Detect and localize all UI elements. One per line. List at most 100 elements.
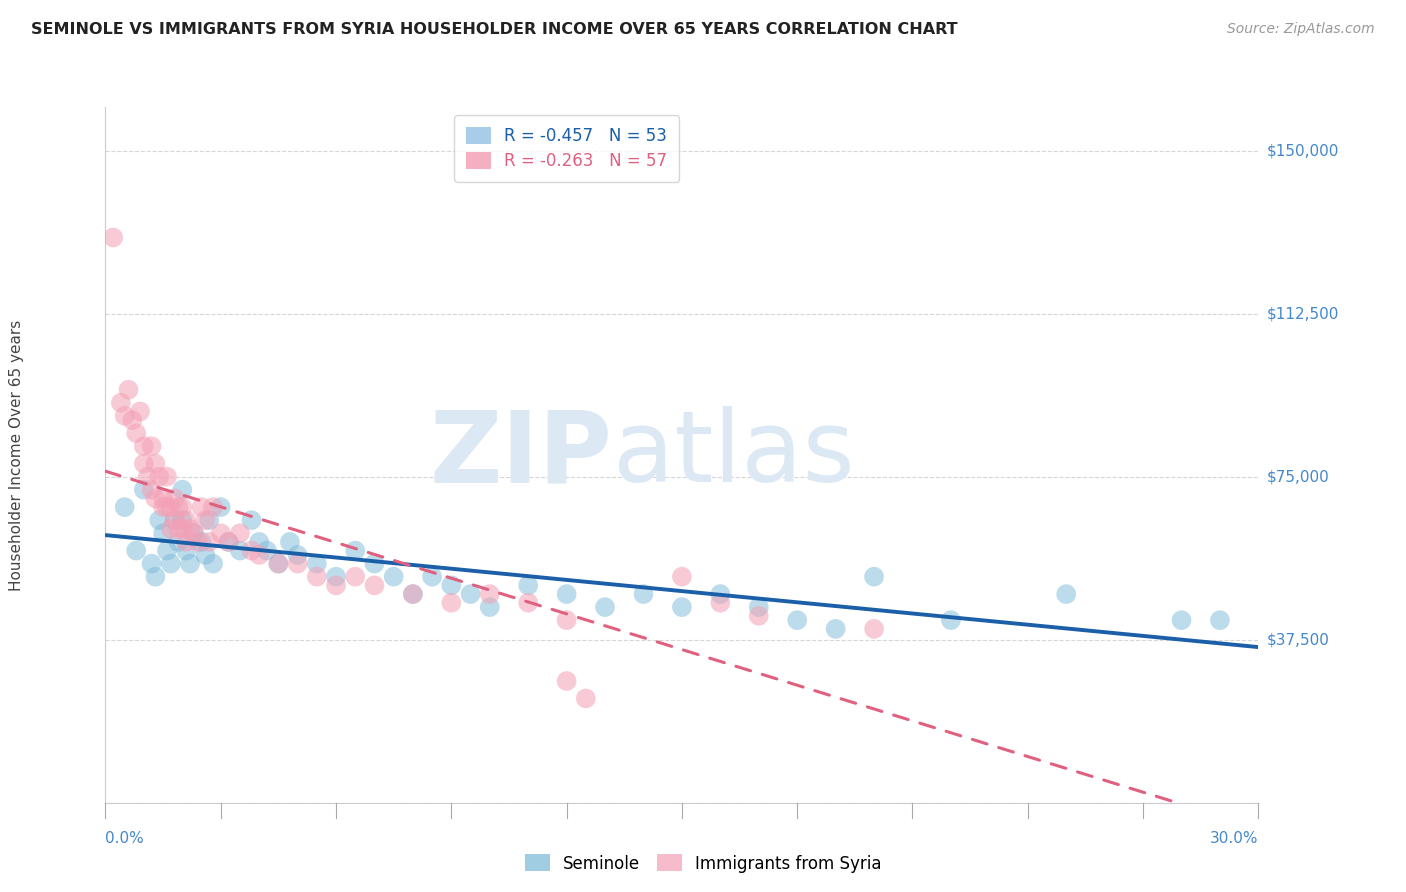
Legend: Seminole, Immigrants from Syria: Seminole, Immigrants from Syria: [517, 847, 889, 880]
Point: [305, 557, 328, 571]
Point: [217, 535, 239, 549]
Point: [517, 596, 540, 610]
Point: [174, 535, 197, 549]
Text: $150,000: $150,000: [1267, 143, 1339, 158]
Text: SEMINOLE VS IMMIGRANTS FROM SYRIA HOUSEHOLDER INCOME OVER 65 YEARS CORRELATION C: SEMINOLE VS IMMIGRANTS FROM SYRIA HOUSEH…: [31, 22, 957, 37]
Point: [125, 426, 148, 441]
Point: [709, 596, 731, 610]
Point: [145, 457, 167, 471]
Point: [402, 587, 425, 601]
Point: [172, 500, 194, 514]
Point: [325, 578, 347, 592]
Point: [363, 557, 385, 571]
Point: [786, 613, 808, 627]
Point: [863, 570, 886, 584]
Point: [167, 535, 190, 549]
Point: [163, 491, 186, 506]
Point: [198, 513, 221, 527]
Point: [194, 513, 217, 527]
Point: [179, 557, 201, 571]
Point: [267, 557, 290, 571]
Text: $37,500: $37,500: [1267, 632, 1330, 648]
Point: [202, 557, 225, 571]
Point: [141, 483, 163, 497]
Point: [440, 596, 463, 610]
Point: [110, 396, 132, 410]
Point: [156, 469, 179, 483]
Point: [159, 522, 181, 536]
Point: [167, 522, 190, 536]
Point: [183, 526, 205, 541]
Point: [187, 535, 209, 549]
Point: [229, 543, 252, 558]
Point: [152, 526, 174, 541]
Point: [863, 622, 886, 636]
Point: [287, 557, 309, 571]
Point: [1170, 613, 1192, 627]
Point: [163, 513, 186, 527]
Point: [132, 457, 155, 471]
Text: $112,500: $112,500: [1267, 306, 1339, 321]
Text: 30.0%: 30.0%: [1211, 831, 1258, 847]
Point: [190, 535, 212, 549]
Text: ZIP: ZIP: [430, 407, 613, 503]
Point: [114, 409, 136, 423]
Point: [555, 674, 578, 689]
Point: [402, 587, 425, 601]
Point: [287, 548, 309, 562]
Legend: R = -0.457   N = 53, R = -0.263   N = 57: R = -0.457 N = 53, R = -0.263 N = 57: [454, 115, 679, 182]
Text: Source: ZipAtlas.com: Source: ZipAtlas.com: [1227, 22, 1375, 37]
Point: [101, 230, 124, 244]
Point: [517, 578, 540, 592]
Point: [575, 691, 598, 706]
Text: 0.0%: 0.0%: [105, 831, 145, 847]
Point: [152, 491, 174, 506]
Point: [363, 578, 385, 592]
Point: [278, 535, 301, 549]
Point: [121, 413, 143, 427]
Point: [183, 526, 205, 541]
Point: [267, 557, 290, 571]
Point: [709, 587, 731, 601]
Point: [593, 600, 616, 615]
Point: [141, 439, 163, 453]
Point: [440, 578, 463, 592]
Point: [420, 570, 443, 584]
Point: [141, 557, 163, 571]
Point: [132, 483, 155, 497]
Point: [748, 600, 770, 615]
Point: [247, 535, 270, 549]
Point: [209, 500, 232, 514]
Point: [156, 500, 179, 514]
Point: [132, 439, 155, 453]
Point: [478, 600, 501, 615]
Point: [163, 513, 186, 527]
Point: [174, 513, 197, 527]
Point: [824, 622, 846, 636]
Point: [344, 543, 367, 558]
Point: [190, 500, 212, 514]
Point: [198, 535, 221, 549]
Point: [159, 500, 181, 514]
Point: [555, 613, 578, 627]
Text: Householder Income Over 65 years: Householder Income Over 65 years: [10, 319, 24, 591]
Text: atlas: atlas: [613, 407, 855, 503]
Point: [156, 543, 179, 558]
Point: [671, 570, 693, 584]
Point: [145, 491, 167, 506]
Point: [555, 587, 578, 601]
Point: [1054, 587, 1077, 601]
Point: [209, 526, 232, 541]
Point: [633, 587, 655, 601]
Point: [114, 500, 136, 514]
Point: [240, 513, 263, 527]
Point: [305, 570, 328, 584]
Point: [159, 557, 181, 571]
Point: [202, 500, 225, 514]
Point: [748, 608, 770, 623]
Point: [172, 483, 194, 497]
Text: $75,000: $75,000: [1267, 469, 1330, 484]
Point: [478, 587, 501, 601]
Point: [240, 543, 263, 558]
Point: [174, 543, 197, 558]
